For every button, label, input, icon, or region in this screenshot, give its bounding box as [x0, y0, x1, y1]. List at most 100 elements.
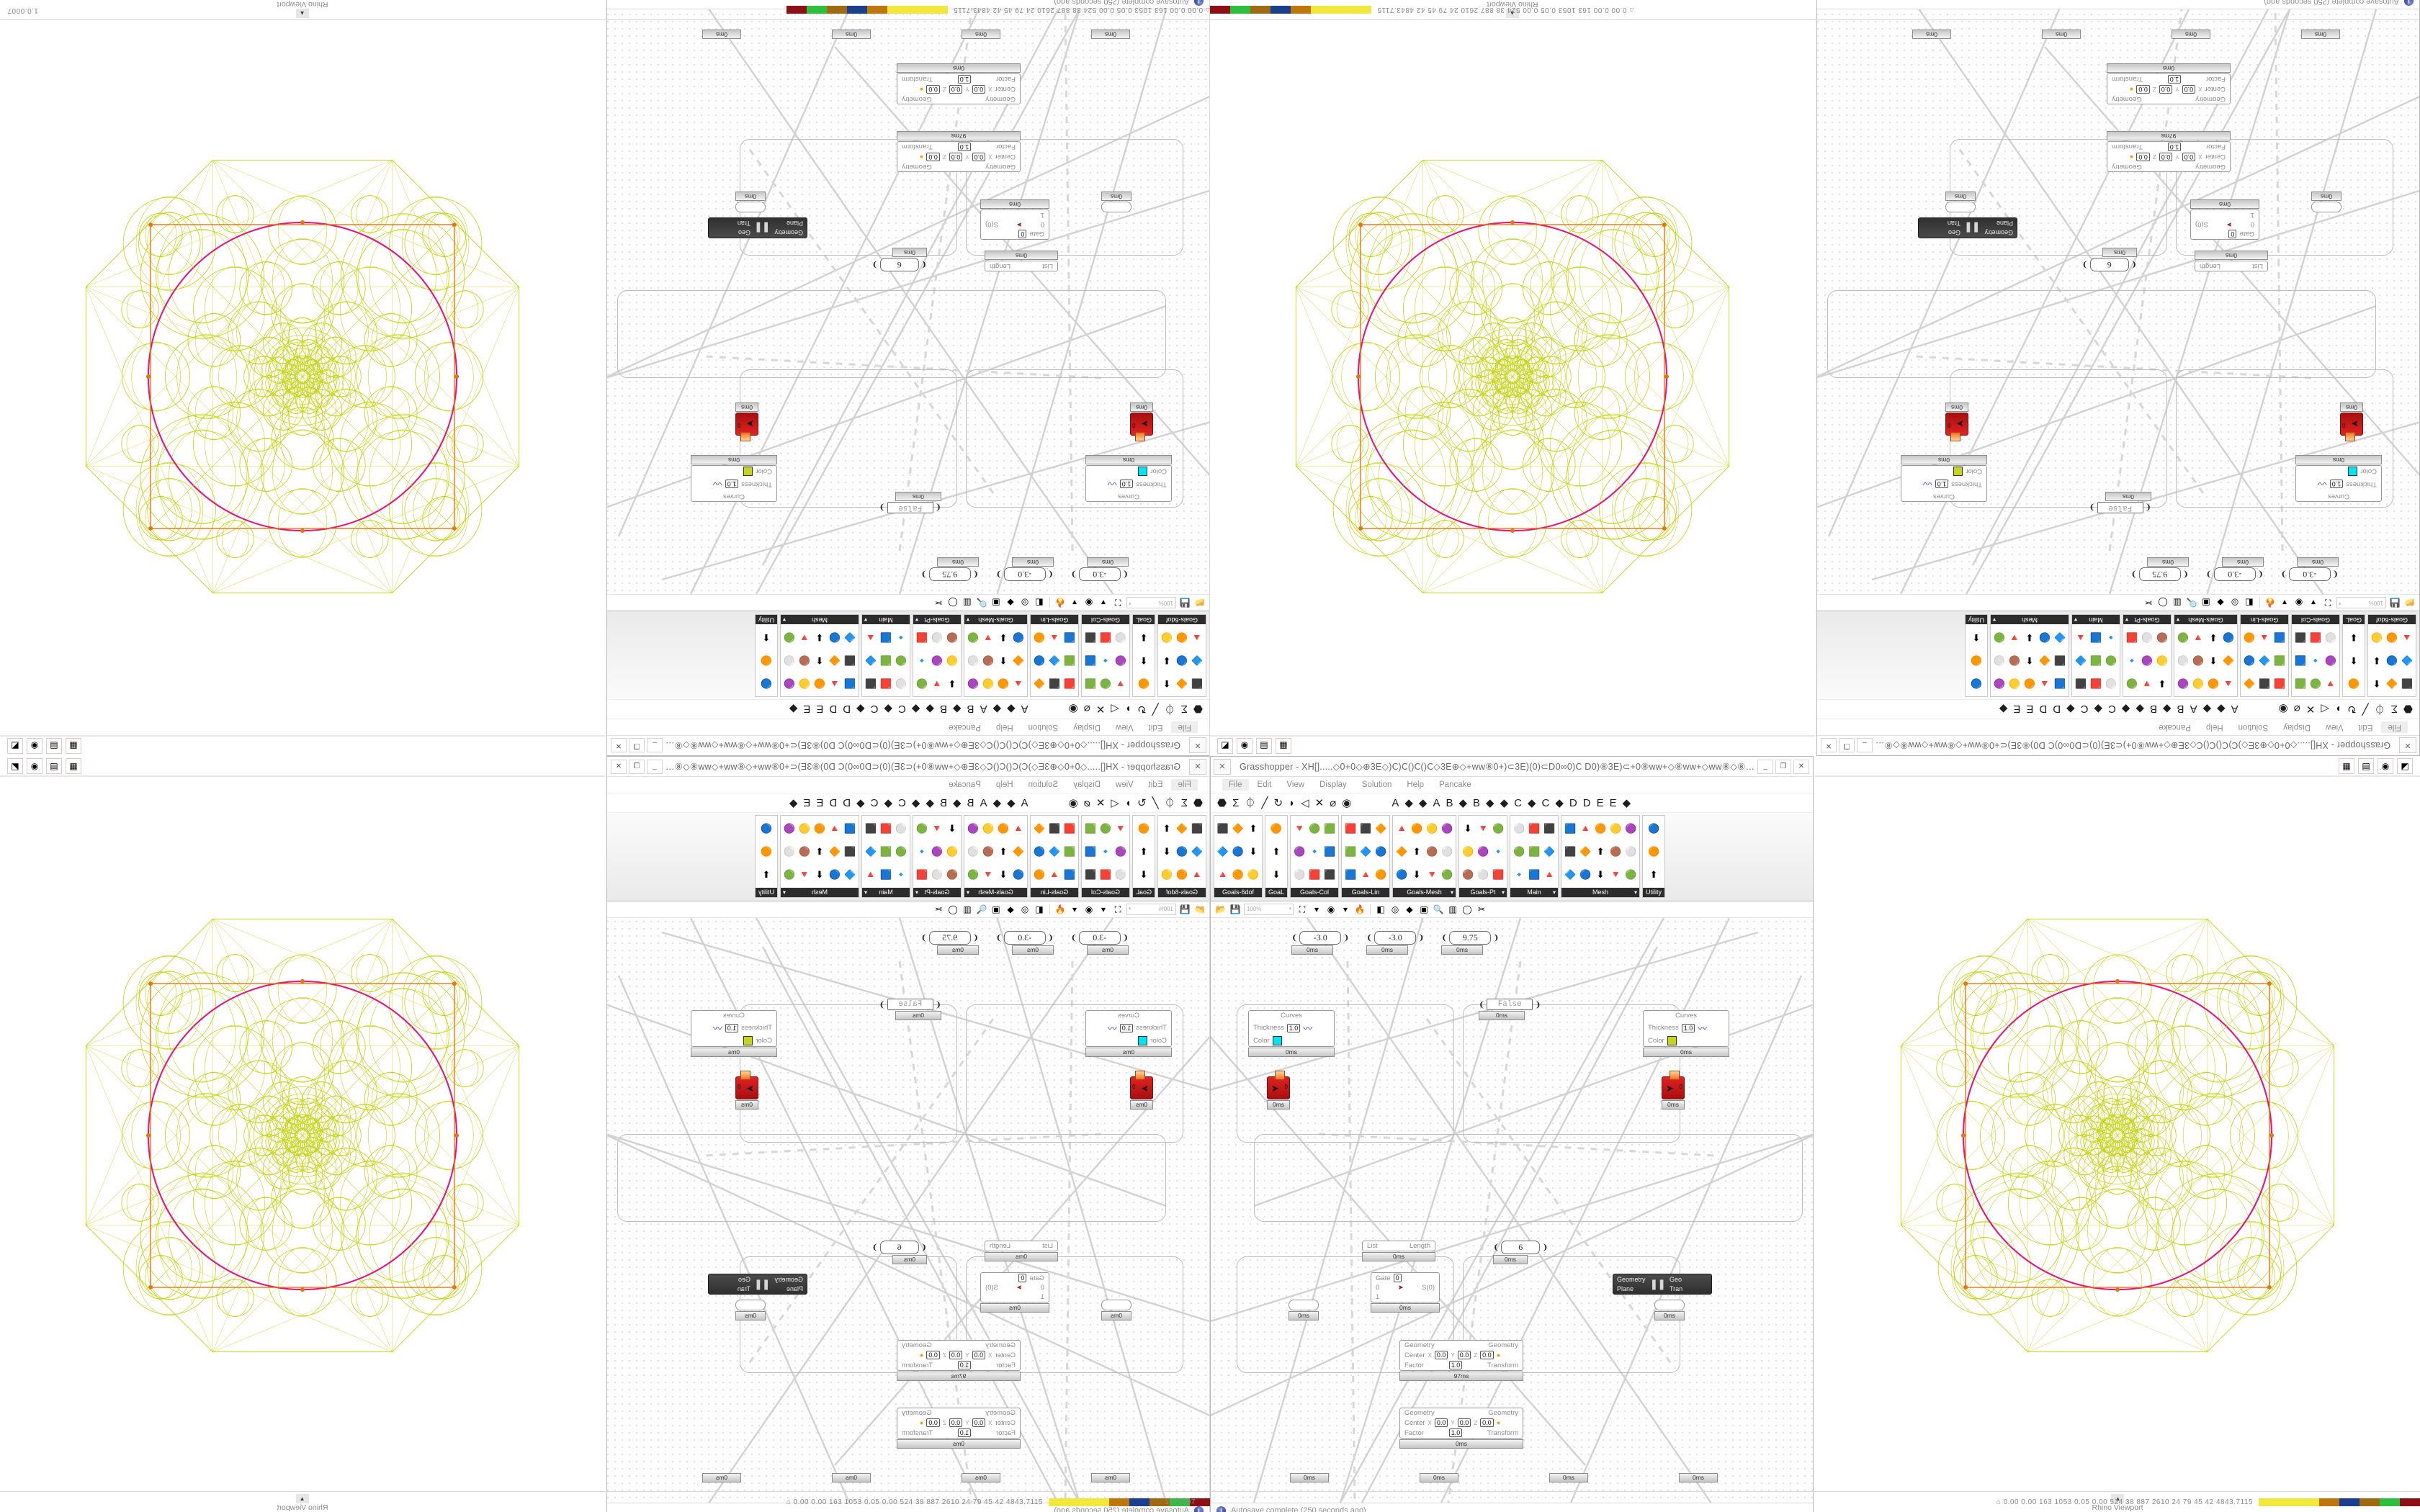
boolean-toggle[interactable]: ❨ False ❩ 0ms [2089, 492, 2151, 513]
gh-canvas[interactable]: ❨ -3.0 ❩ 0ms ❨ -3.0 ❩ 0ms ❨ 9.75 ❩ 0ms Curves Thickne… [607, 918, 1209, 1503]
center-x-value[interactable]: 0.0 [2182, 153, 2196, 161]
ribbon-tab-9[interactable]: C [898, 796, 906, 809]
ribbon-icon-5-5[interactable]: ⚪ [931, 869, 944, 881]
menu-item-help[interactable]: Help [1407, 780, 1425, 789]
menu-item-file[interactable]: File [1171, 721, 1198, 733]
number-slider-1[interactable]: ❨ -3.0 ❩ 0ms [2206, 557, 2264, 581]
ribbon-icon-7-2[interactable]: 🔷 [2053, 631, 2066, 643]
kangaroo-icon[interactable]: ◉ [27, 738, 42, 755]
ribbon-icon-7-10[interactable]: 🟤 [798, 845, 811, 857]
center-y-value[interactable]: 0.0 [1457, 1418, 1471, 1427]
ribbon-icon-1-2[interactable]: ⬇ [1272, 869, 1281, 881]
number-slider-0[interactable]: ❨ -3.0 ❩ 0ms [1291, 931, 1349, 955]
vector-icon[interactable]: ╱ [1152, 796, 1159, 809]
minimize-button[interactable]: _ [1857, 738, 1873, 753]
color-swatch[interactable] [2348, 467, 2358, 476]
ribbon-icon-5-2[interactable]: 🟤 [946, 869, 959, 881]
vector-icon[interactable]: ╱ [1152, 703, 1159, 716]
slider-value[interactable]: 9.75 [928, 931, 971, 945]
ribbon-icon-3-4[interactable]: 🔷 [2258, 655, 2271, 667]
ribbon-tab-17[interactable]: ◆ [1622, 796, 1631, 809]
ribbon-icon-4-2[interactable]: 🔵 [1012, 869, 1025, 881]
ribbon-tab-1[interactable]: ◆ [1404, 796, 1413, 809]
ribbon-icon-6-2[interactable]: 🔹 [895, 631, 908, 643]
ribbon-icon-2-1[interactable]: 🟣 [1114, 845, 1127, 857]
ribbon-icon-0-2[interactable]: 🔺 [2401, 631, 2414, 643]
layer-color-4[interactable] [846, 6, 867, 14]
ribbon-icon-2-2[interactable]: ⚪ [1114, 631, 1127, 643]
ribbon-icon-0-5[interactable]: 🟠 [1175, 631, 1188, 643]
ribbon-tab-14[interactable]: D [829, 703, 838, 716]
menu-item-edit[interactable]: Edit [1148, 723, 1163, 732]
ribbon-icon-8-0[interactable]: 🔵 [760, 822, 773, 834]
sets-icon[interactable]: ⏀ [1164, 703, 1175, 716]
ribbon-icon-3-0[interactable]: 🟥 [1063, 678, 1076, 690]
notes-icon[interactable]: ▤ [46, 757, 62, 774]
stream-gate-component[interactable]: Gate 0 0 ➤ S(0) 1 0ms [980, 199, 1049, 240]
package-icon[interactable]: ▥ [2173, 598, 2182, 608]
thickness-value[interactable]: 1.0 [1119, 1023, 1134, 1032]
ribbon-tab-15[interactable]: E [816, 796, 824, 809]
pause-icon[interactable]: ❚❚ [1649, 1278, 1666, 1290]
chevron-down-icon[interactable]: ▾ [2074, 616, 2077, 623]
thickness-value[interactable]: 1.0 [2329, 480, 2344, 489]
rhino-viewport-canvas[interactable] [1210, 18, 1815, 735]
ribbon-icon-5-3[interactable]: 🔻 [2141, 678, 2154, 690]
intersect-icon[interactable]: ✕ [1095, 703, 1106, 716]
ribbon-icon-7-5[interactable]: 🔵 [828, 631, 841, 643]
ribbon-icon-5-7[interactable]: 🔹 [1492, 845, 1505, 857]
ribbon-icon-4-5[interactable]: ⬇ [2209, 631, 2218, 643]
ribbon-icon-7-3[interactable]: 🔺 [828, 822, 841, 834]
rhino-viewport-canvas[interactable] [1815, 777, 2420, 1494]
ribbon-tab-8[interactable]: ◆ [911, 703, 920, 716]
number-slider-0[interactable]: ❨ -3.0 ❩ 0ms [1071, 931, 1129, 955]
ribbon-icon-1-1[interactable]: ⬆ [2349, 655, 2358, 667]
center-z-value[interactable]: 0.0 [2136, 85, 2150, 94]
ribbon-icon-2-3[interactable]: 🟢 [1308, 822, 1321, 834]
ribbon-icon-6-2[interactable]: 🔹 [2105, 631, 2118, 643]
ribbon-icon-4-11[interactable]: 🟢 [967, 869, 980, 881]
surface-icon[interactable]: ◗ [1289, 796, 1296, 809]
ribbon-icon-0-4[interactable]: 🔵 [1175, 845, 1188, 857]
ribbon-icon-5-7[interactable]: 🔹 [915, 655, 928, 667]
ribbon-tab-8[interactable]: ◆ [2121, 703, 2130, 716]
slider-value[interactable]: -3.0 [1078, 931, 1121, 945]
scale-component[interactable]: Geometry Geometry Center X 0.0 Y 0.0 Z 0.0 ● Facto… [2107, 131, 2231, 172]
ribbon-icon-6-0[interactable]: ⚪ [2105, 678, 2118, 690]
layer-color-3[interactable] [2319, 1498, 2339, 1506]
pause-icon[interactable]: ❚❚ [755, 1278, 771, 1290]
menu-item-file[interactable]: File [2381, 721, 2408, 733]
menu-item-help[interactable]: Help [995, 780, 1013, 789]
ribbon-icon-3-3[interactable]: ⬛ [1359, 822, 1372, 834]
ribbon-tab-13[interactable]: D [1569, 796, 1577, 809]
chevron-down-icon[interactable]: ▾ [2176, 616, 2179, 623]
ribbon-icon-2-5[interactable]: 🟥 [1099, 869, 1112, 881]
transform-component-dark[interactable]: Geometry Plane ❚❚ Geo Tran [708, 1274, 807, 1295]
layer-color-4[interactable] [1270, 6, 1291, 14]
stream-gate-component[interactable]: Gate 0 0 ➤ S(0) 1 0ms [1371, 1272, 1440, 1313]
center-z-value[interactable]: 0.0 [2136, 153, 2150, 161]
ribbon-icon-3-4[interactable]: 🔷 [1359, 845, 1372, 857]
factor-value[interactable]: 1.0 [957, 75, 972, 84]
ribbon-icon-8-1[interactable]: 🟠 [760, 655, 773, 667]
chevron-down-icon[interactable]: ▾ [966, 616, 969, 623]
cluster-icon[interactable]: ◧ [1376, 904, 1385, 914]
profiler-icon[interactable]: ◎ [2231, 598, 2239, 608]
chevron-down-icon[interactable]: ▾ [782, 889, 786, 896]
layer-color-2[interactable] [1089, 1498, 1109, 1506]
bake-flame-icon[interactable]: 🔥 [2264, 598, 2276, 608]
thickness-value[interactable]: 1.0 [725, 1023, 739, 1032]
center-y-value[interactable]: 0.0 [949, 153, 963, 161]
surface-icon[interactable]: ◗ [2334, 703, 2341, 716]
ribbon-icon-1-1[interactable]: ⬆ [1139, 845, 1148, 857]
camera-icon[interactable]: ◩ [7, 757, 23, 774]
scissors-icon[interactable]: ✂ [1477, 904, 1486, 914]
ribbon-icon-4-0[interactable]: 🔺 [1012, 678, 1025, 690]
menu-item-view[interactable]: View [1286, 780, 1305, 789]
ribbon-icon-7-1[interactable]: ⬛ [1564, 845, 1577, 857]
ribbon-icon-0-5[interactable]: 🟠 [1232, 869, 1245, 881]
center-x-value[interactable]: 0.0 [1434, 1418, 1448, 1427]
ribbon-tab-2[interactable]: ◆ [992, 703, 1002, 716]
mirror-node-1[interactable]: 0ms [735, 192, 766, 212]
chevron-down-icon[interactable]: ▾ [1634, 889, 1638, 896]
